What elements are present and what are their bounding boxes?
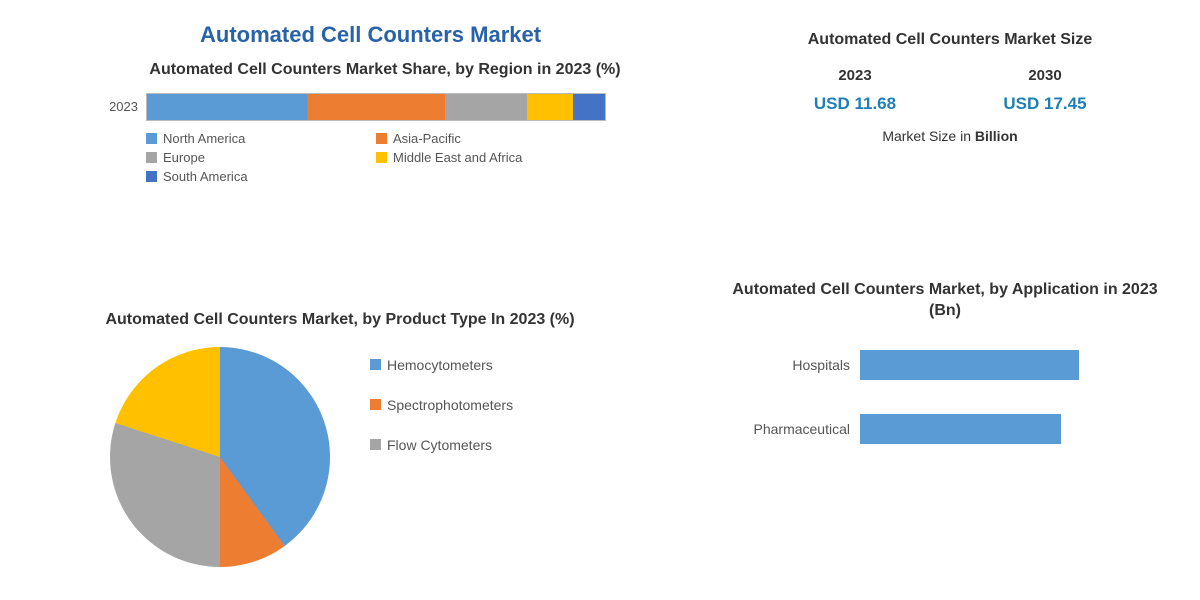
region-legend-item-3: Middle East and Africa xyxy=(376,150,606,165)
hbar-label-0: Hospitals xyxy=(730,357,860,373)
hbar-title: Automated Cell Counters Market, by Appli… xyxy=(730,280,1160,322)
region-legend-item-4: South America xyxy=(146,169,376,184)
legend-label: South America xyxy=(163,169,248,184)
region-seg-4 xyxy=(573,94,605,120)
legend-swatch-icon xyxy=(370,439,381,450)
legend-label: Spectrophotometers xyxy=(387,397,513,413)
market-size-unit-bold: Billion xyxy=(975,128,1018,144)
market-size-value-1: USD 17.45 xyxy=(970,94,1120,114)
region-legend-item-0: North America xyxy=(146,131,376,146)
region-seg-0 xyxy=(147,94,307,120)
hbar-row-1: Pharmaceutical xyxy=(730,414,1160,444)
region-seg-1 xyxy=(307,94,444,120)
product-type-pie: Automated Cell Counters Market, by Produ… xyxy=(100,310,660,567)
legend-swatch-icon xyxy=(146,133,157,144)
hbar-body: Hospitals Pharmaceutical xyxy=(730,350,1160,444)
legend-swatch-icon xyxy=(146,171,157,182)
legend-label: Flow Cytometers xyxy=(387,437,492,453)
region-chart-legend: North America Asia-Pacific Europe Middle Ea… xyxy=(100,131,620,188)
market-size-panel: Automated Cell Counters Market Size 2023… xyxy=(760,30,1140,144)
region-legend-item-1: Asia-Pacific xyxy=(376,131,606,146)
page-title: Automated Cell Counters Market xyxy=(200,22,541,48)
legend-swatch-icon xyxy=(146,152,157,163)
legend-label: Asia-Pacific xyxy=(393,131,461,146)
market-size-title: Automated Cell Counters Market Size xyxy=(760,30,1140,51)
hbar-label-1: Pharmaceutical xyxy=(730,421,860,437)
market-size-unit-prefix: Market Size in xyxy=(882,128,975,144)
market-size-unit: Market Size in Billion xyxy=(760,128,1140,144)
legend-swatch-icon xyxy=(370,359,381,370)
legend-label: Europe xyxy=(163,150,205,165)
region-chart-title: Automated Cell Counters Market Share, by… xyxy=(100,60,670,81)
hbar-fill-1 xyxy=(860,414,1061,444)
hbar-track-1 xyxy=(860,414,1140,444)
region-seg-2 xyxy=(445,94,527,120)
application-bar-chart: Automated Cell Counters Market, by Appli… xyxy=(730,280,1160,478)
pie-legend: Hemocytometers Spectrophotometers Flow Cyt… xyxy=(370,357,513,477)
region-chart-track xyxy=(146,93,606,121)
pie-legend-item-0: Hemocytometers xyxy=(370,357,513,373)
legend-swatch-icon xyxy=(370,399,381,410)
market-size-value-0: USD 11.68 xyxy=(780,94,930,114)
region-legend-item-2: Europe xyxy=(146,150,376,165)
hbar-track-0 xyxy=(860,350,1140,380)
legend-label: Middle East and Africa xyxy=(393,150,522,165)
region-seg-3 xyxy=(527,94,573,120)
pie-chart xyxy=(110,347,330,567)
market-size-year-1: 2030 xyxy=(970,67,1120,84)
hbar-fill-0 xyxy=(860,350,1079,380)
region-chart-row: 2023 xyxy=(100,93,670,121)
legend-swatch-icon xyxy=(376,133,387,144)
market-size-year-0: 2023 xyxy=(780,67,930,84)
market-size-values: USD 11.68 USD 17.45 xyxy=(760,94,1140,114)
hbar-row-0: Hospitals xyxy=(730,350,1160,380)
region-chart-ylabel: 2023 xyxy=(100,99,146,114)
region-share-chart: Automated Cell Counters Market Share, by… xyxy=(100,60,670,188)
legend-label: North America xyxy=(163,131,245,146)
pie-title: Automated Cell Counters Market, by Produ… xyxy=(100,310,580,331)
legend-label: Hemocytometers xyxy=(387,357,493,373)
pie-legend-item-2: Flow Cytometers xyxy=(370,437,513,453)
legend-swatch-icon xyxy=(376,152,387,163)
pie-legend-item-1: Spectrophotometers xyxy=(370,397,513,413)
market-size-years: 2023 2030 xyxy=(760,67,1140,84)
